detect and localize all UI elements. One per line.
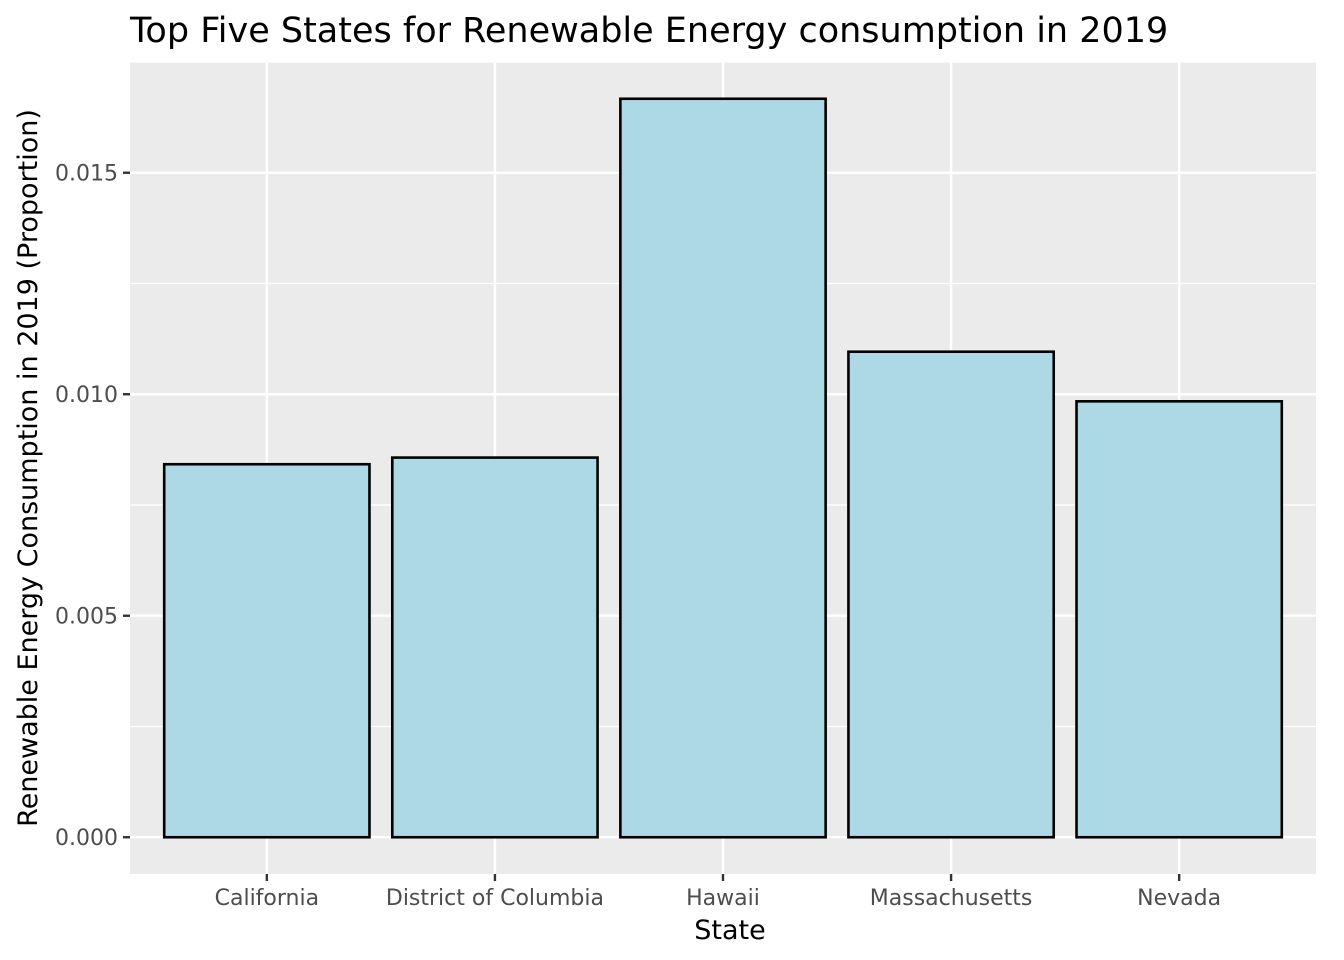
bars bbox=[162, 97, 1284, 839]
y-axis: 0.000 0.005 0.010 0.015 bbox=[55, 162, 130, 851]
bar-california bbox=[162, 462, 371, 839]
y-tick-label: 0.000 bbox=[55, 826, 118, 851]
x-axis-title: State bbox=[694, 915, 765, 946]
x-tick-label: California bbox=[215, 886, 319, 911]
bar-nevada bbox=[1075, 400, 1284, 839]
x-tick-label: Nevada bbox=[1137, 886, 1221, 911]
bar-hawaii bbox=[619, 97, 827, 839]
chart-title: Top Five States for Renewable Energy con… bbox=[129, 11, 1168, 51]
bar-massachusetts bbox=[847, 350, 1056, 839]
y-tick-label: 0.010 bbox=[55, 383, 118, 408]
y-axis-title: Renewable Energy Consumption in 2019 (Pr… bbox=[13, 109, 44, 827]
x-axis: California District of Columbia Hawaii Mass… bbox=[215, 874, 1221, 911]
x-tick-label: Hawaii bbox=[686, 886, 760, 911]
y-tick-label: 0.015 bbox=[55, 162, 118, 187]
y-tick-label: 0.005 bbox=[55, 605, 118, 630]
x-tick-label: Massachusetts bbox=[870, 886, 1033, 911]
bar-district-of-columbia bbox=[390, 456, 599, 839]
x-tick-label: District of Columbia bbox=[386, 886, 604, 911]
